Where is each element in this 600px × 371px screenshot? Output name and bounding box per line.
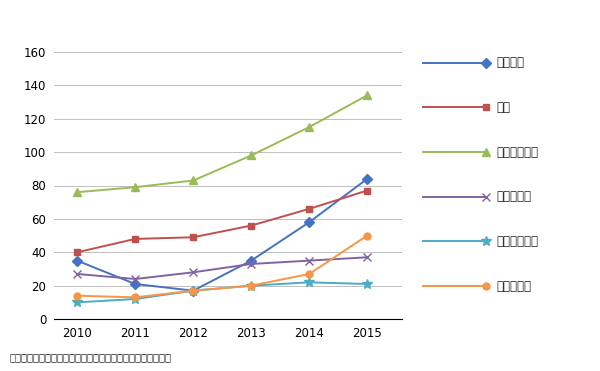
Text: 図表１：日本から各国への加工食品輸出額: 図表１：日本から各国への加工食品輸出額 xyxy=(9,14,175,29)
Text: マレーシア: マレーシア xyxy=(497,190,532,203)
Text: タイ: タイ xyxy=(497,101,511,114)
Text: （出所）財務省貿易統計、概況品別国別表より大和総研作成: （出所）財務省貿易統計、概況品別国別表より大和総研作成 xyxy=(9,352,171,362)
Text: シンガポール: シンガポール xyxy=(497,145,539,158)
Text: フィリピン: フィリピン xyxy=(497,280,532,293)
Text: インドネシア: インドネシア xyxy=(497,235,539,248)
Text: ベトナム: ベトナム xyxy=(497,56,524,69)
